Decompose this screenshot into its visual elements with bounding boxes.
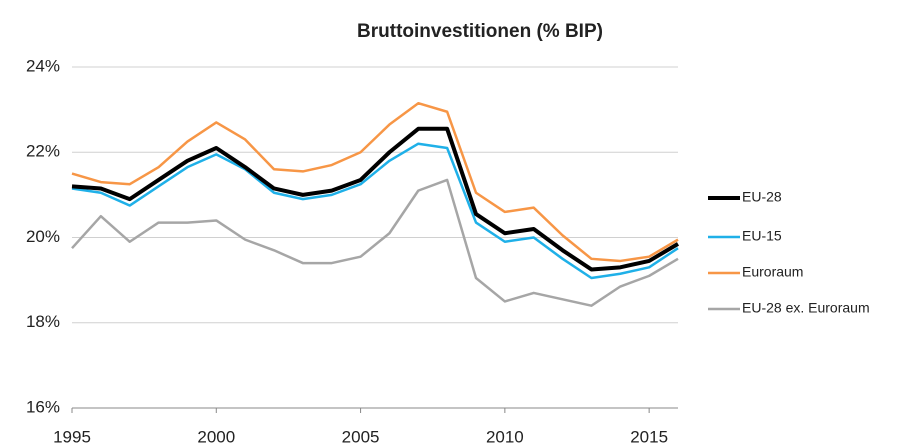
y-tick-label: 18% bbox=[26, 312, 60, 331]
y-tick-label: 24% bbox=[26, 56, 60, 75]
y-tick-label: 22% bbox=[26, 142, 60, 161]
x-tick-label: 2015 bbox=[630, 427, 668, 446]
y-tick-label: 20% bbox=[26, 227, 60, 246]
x-tick-label: 2010 bbox=[486, 427, 524, 446]
series-line bbox=[71, 101, 679, 263]
legend-label: EU-28 ex. Euroraum bbox=[742, 300, 870, 316]
chart-title: Bruttoinvestitionen (% BIP) bbox=[357, 21, 603, 42]
x-tick-label: 2005 bbox=[342, 427, 380, 446]
y-tick-label: 16% bbox=[26, 397, 60, 416]
series-line bbox=[71, 126, 680, 272]
series-line bbox=[71, 178, 679, 307]
series-line bbox=[71, 142, 679, 280]
x-tick-label: 2000 bbox=[197, 427, 235, 446]
legend-label: EU-15 bbox=[742, 228, 782, 244]
x-tick-label: 1995 bbox=[53, 427, 91, 446]
legend-label: Euroraum bbox=[742, 264, 803, 280]
legend-label: EU-28 bbox=[742, 189, 782, 205]
